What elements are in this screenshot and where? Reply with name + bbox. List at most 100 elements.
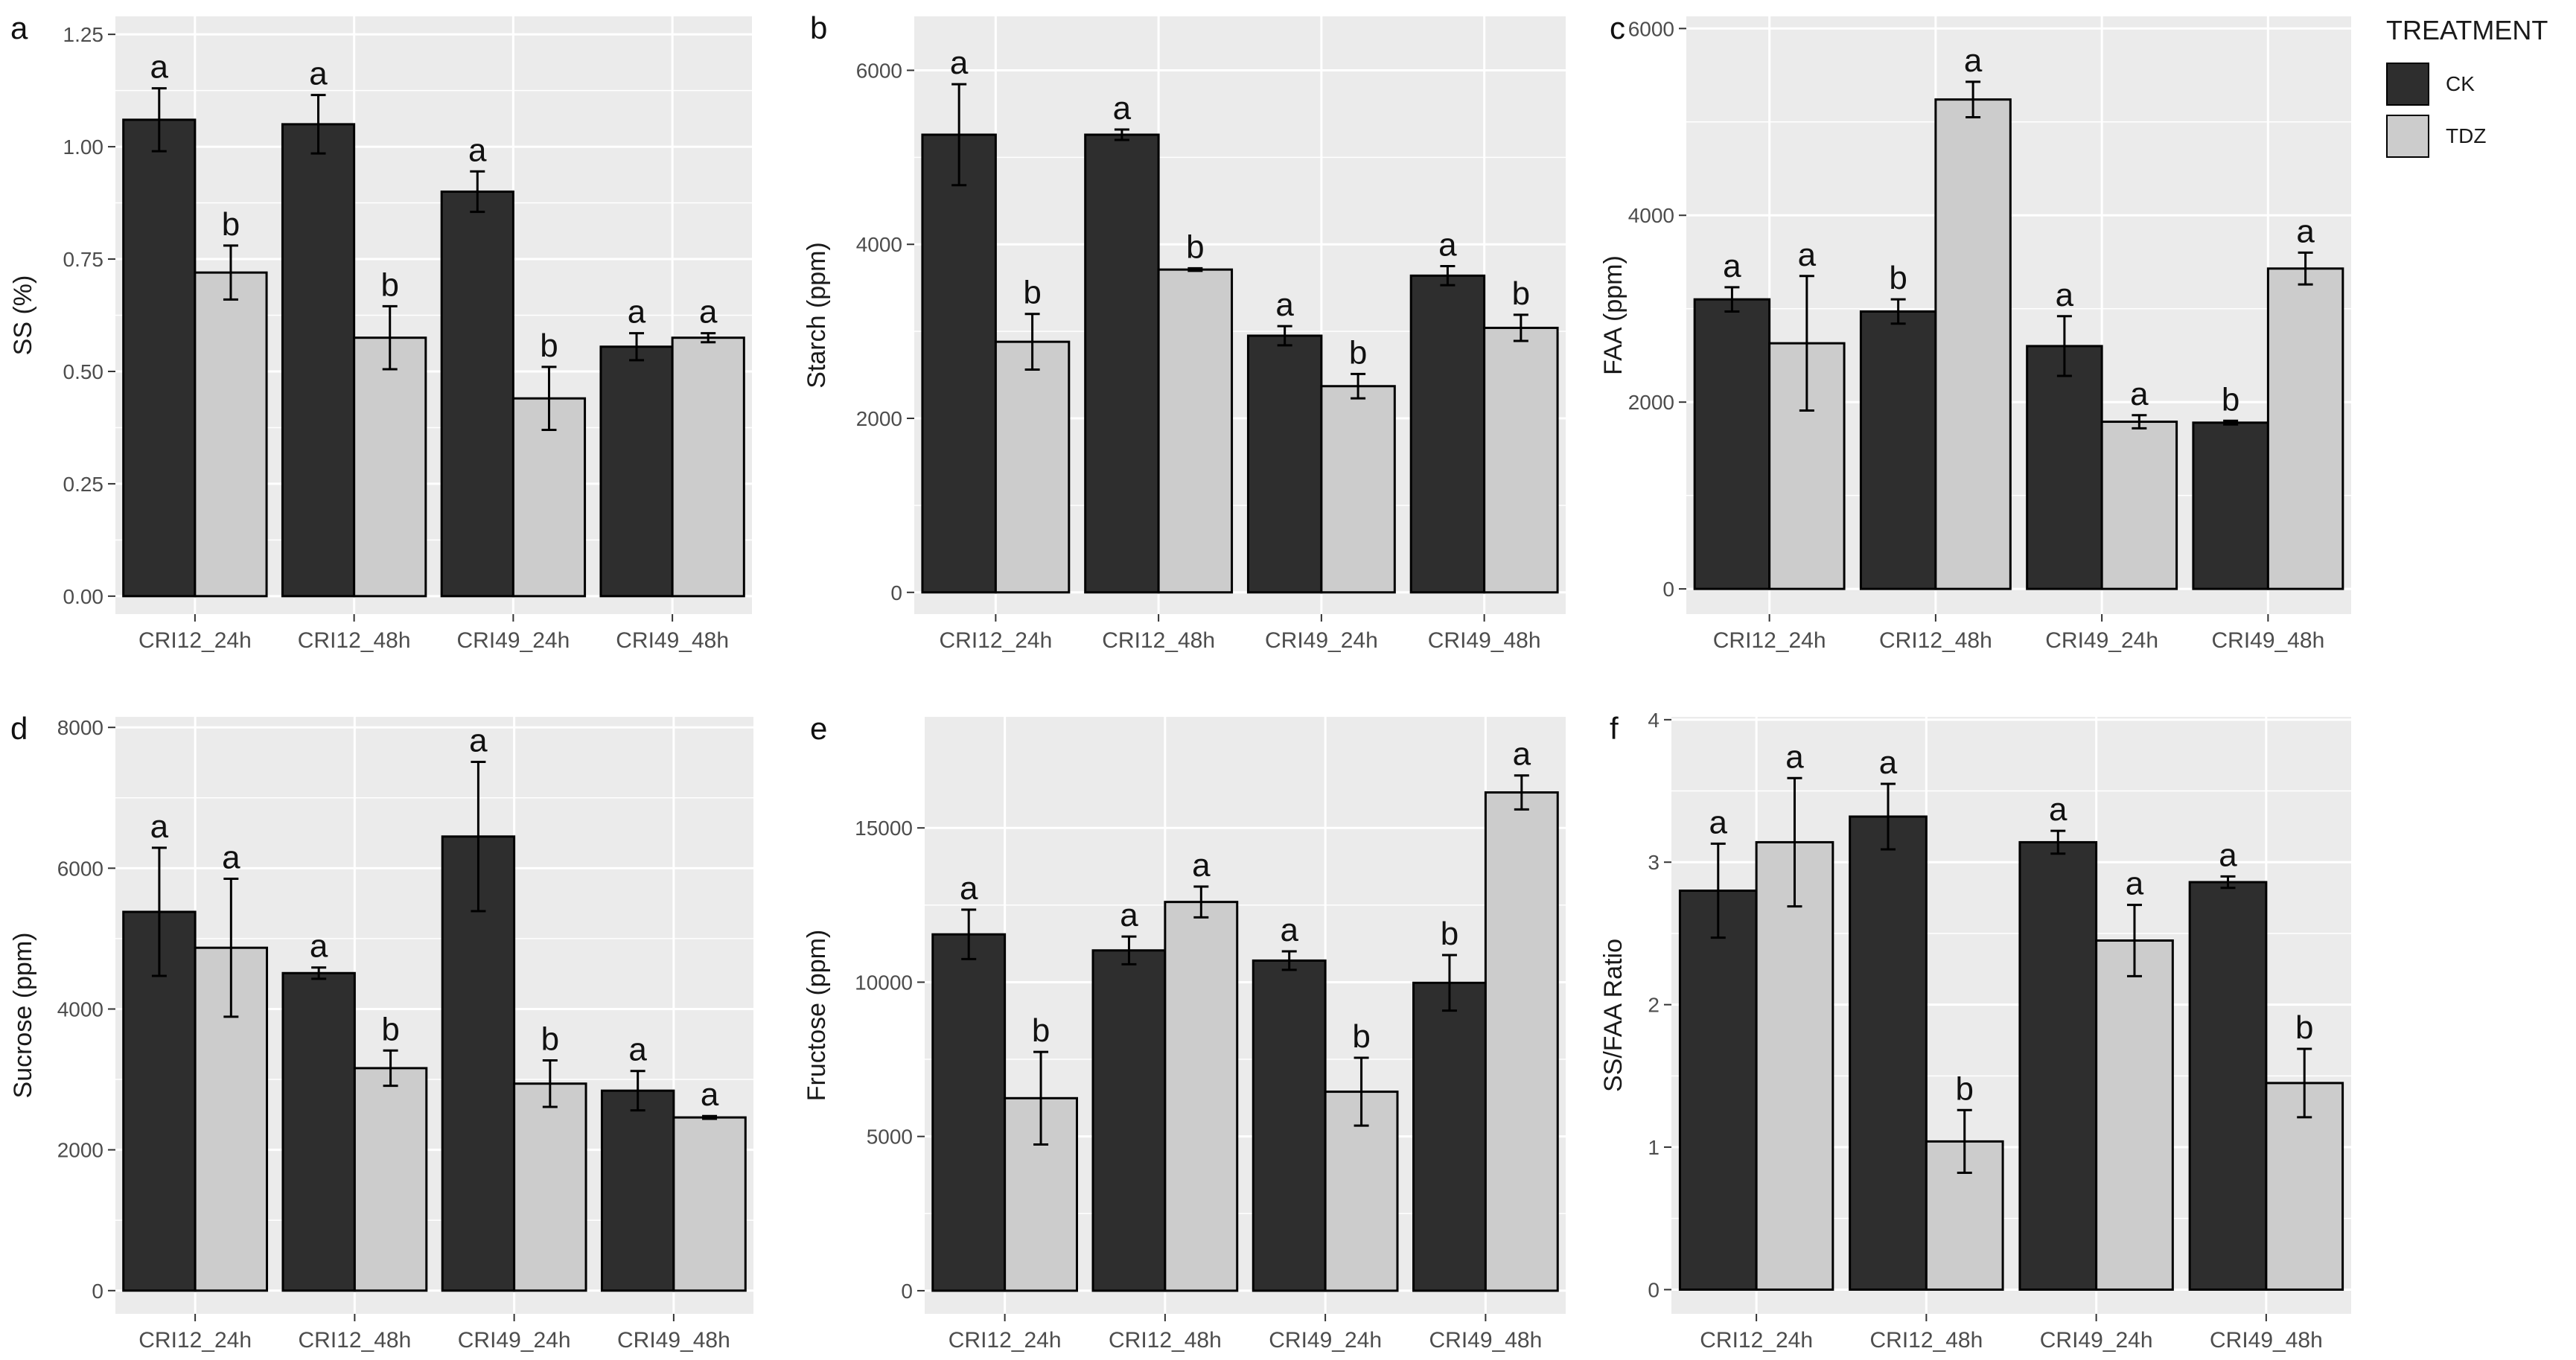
panel-f-bar-tdz [2095,939,2174,1291]
panel-c-significance-letter: a [2056,277,2074,313]
panel-b-y-tick-label: 4000 [856,233,902,256]
panel-a-y-tick-label: 0.25 [63,473,104,496]
panel-d-significance-letter: a [628,1032,647,1068]
panel-a-significance-letter: b [380,266,398,303]
panel-e-y-tick-label: 5000 [867,1126,913,1149]
panel-e-significance-letter: a [1280,912,1298,948]
panel-a-x-tick-label: CRI49_48h [616,628,729,653]
panel-a-significance-letter: a [628,294,646,331]
panel-d-y-tick-label: 6000 [57,857,103,880]
panel-c-bar-ck [2192,421,2269,590]
panel-e-bar-ck [1412,981,1487,1292]
legend-label-ck: CK [2446,72,2475,95]
panel-e-bar-ck [1091,949,1167,1292]
panel-f-significance-letter: a [2049,791,2068,828]
panel-c-x-tick-label: CRI49_48h [2211,628,2324,653]
panel-c-significance-letter: a [2130,376,2149,412]
panel-a-bar-tdz [671,336,745,598]
panel-a-y-tick-label: 1.25 [63,23,104,46]
panel-a-x-tick-label: CRI49_24h [456,628,570,653]
panel-f-y-tick-label: 1 [1648,1136,1660,1159]
legend-title: TREATMENT [2386,15,2548,45]
panel-a-y-tick-label: 0.75 [63,248,104,271]
panel-a-bar-ck [599,345,674,598]
panel-d-y-tick-label: 0 [92,1280,103,1303]
panel-e-significance-letter: b [1352,1018,1370,1055]
legend: TREATMENT CK TDZ [2386,15,2572,167]
panel-e-y-tick-label: 0 [901,1280,913,1303]
panel-e-label: e [810,711,827,746]
panel-c-significance-letter: b [1889,260,1907,296]
panel-a-label: a [10,10,28,45]
panel-e-x-tick-label: CRI49_48h [1429,1328,1542,1353]
panel-e-x-tick-label: CRI12_24h [949,1328,1062,1353]
panel-e-bar-tdz [1484,791,1559,1292]
panel-a-bar-ck [122,118,197,598]
panel-b-significance-letter: a [1438,226,1457,263]
panel-b-significance-letter: a [1113,90,1132,127]
panel-f-significance-letter: a [1785,738,1804,775]
panel-b-x-tick-label: CRI49_48h [1428,628,1541,653]
panel-b-significance-letter: b [1512,275,1530,312]
panel-c-y-axis-title: FAA (ppm) [1599,255,1627,375]
panel-a-significance-letter: b [222,206,240,243]
panel-e-significance-letter: a [1513,736,1531,773]
panel-f-bar-ck [1678,890,1758,1291]
panel-d-x-tick-label: CRI12_48h [298,1328,411,1353]
panel-e-bar-ck [1252,959,1327,1292]
panel-d-bar-ck [281,971,356,1292]
panel-f-significance-letter: a [2219,837,2237,873]
panel-f-bar-tdz [2265,1082,2344,1291]
panel-d-bar-tdz [513,1082,587,1292]
panel-d-significance-letter: b [381,1011,399,1047]
panel-b-y-tick-label: 2000 [856,407,902,430]
panel-d-significance-letter: a [469,723,488,759]
panel-d-significance-letter: a [222,840,240,876]
panel-e-y-axis-title: Fructose (ppm) [803,930,831,1102]
panel-c-x-tick-label: CRI12_24h [1713,628,1826,653]
panel-c-significance-letter: b [2222,381,2239,418]
panel-e-bar-tdz [1164,901,1239,1292]
panel-a-x-tick-label: CRI12_24h [138,628,252,653]
panel-d-significance-letter: a [310,928,328,965]
panel-d-bar-tdz [353,1067,428,1292]
panel-c-bar-ck [1859,310,1937,590]
panel-b-bar-ck [921,133,997,594]
panel-b-x-tick-label: CRI12_24h [939,628,1052,653]
panel-d-bar-tdz [672,1116,747,1292]
panel-c-bar-tdz [1934,98,2012,590]
legend-item-ck: CK [2386,63,2572,106]
panel-e-y-tick-label: 15000 [855,817,913,840]
panel-c-significance-letter: a [2296,213,2315,249]
panel-b-bar-tdz [1157,268,1234,594]
panel-c-bar-ck [1693,298,1771,590]
panel-a-y-tick-label: 0.50 [63,360,104,383]
panel-c-y-tick-label: 0 [1662,578,1674,601]
panel-c-y-tick-label: 4000 [1628,204,1674,227]
panel-d-bar-ck [441,835,516,1292]
panel-d-label: d [10,711,28,746]
panel-b-y-axis-title: Starch (ppm) [803,242,831,389]
panel-a-bar-ck [440,190,514,598]
panel-e-significance-letter: b [1441,916,1458,952]
panel-e-bar-ck [931,933,1007,1292]
panel-d-y-tick-label: 4000 [57,997,103,1021]
panel-d-x-tick-label: CRI12_24h [138,1328,252,1353]
panel-f-significance-letter: a [2126,866,2144,902]
panel-f-x-tick-label: CRI49_24h [2040,1328,2153,1353]
panel-a-significance-letter: a [468,132,487,168]
panel-f-label: f [1610,711,1619,746]
panel-f-x-tick-label: CRI12_48h [1869,1328,1983,1353]
panel-f-x-tick-label: CRI49_48h [2210,1328,2323,1353]
panel-f-y-axis-title: SS/FAA Ratio [1599,939,1627,1092]
panel-f-bar-ck [1849,815,1928,1291]
panel-b-significance-letter: b [1349,334,1367,371]
panel-c-significance-letter: a [1798,237,1817,273]
panel-d-significance-letter: a [150,808,169,845]
panel-f-y-tick-label: 3 [1648,851,1660,874]
panel-f-significance-letter: a [1709,804,1728,840]
panel-f-significance-letter: b [2295,1009,2313,1046]
panel-d-x-tick-label: CRI49_24h [458,1328,571,1353]
panel-f-significance-letter: a [1879,744,1898,781]
legend-item-tdz: TDZ [2386,115,2572,158]
